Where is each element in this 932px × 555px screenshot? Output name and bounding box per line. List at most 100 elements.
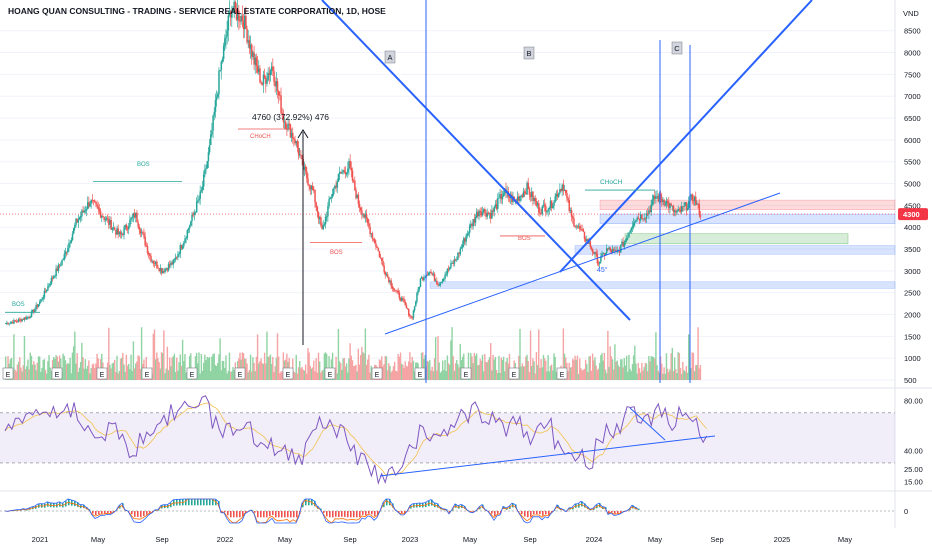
- earnings-marker: E: [560, 372, 565, 379]
- candle-body: [573, 218, 575, 226]
- candle-body: [344, 170, 346, 172]
- candle-body: [538, 203, 540, 212]
- candle-body: [403, 299, 405, 302]
- drawings: [5, 0, 812, 383]
- candle-body: [128, 226, 130, 229]
- macd-histogram-bar: [386, 499, 388, 505]
- candle-body: [68, 243, 70, 248]
- candle-body: [132, 217, 134, 218]
- demand-zone-3: [430, 282, 895, 289]
- candle-body: [440, 282, 442, 285]
- candle-body: [184, 239, 186, 243]
- candle-body: [292, 133, 294, 139]
- candle-body: [89, 203, 91, 206]
- macd-histogram-bar: [71, 500, 73, 506]
- candle-body: [369, 227, 371, 234]
- candle-body: [375, 243, 377, 246]
- price-tick-label: 7500: [904, 70, 921, 79]
- candle-body: [620, 245, 622, 252]
- candle-body: [482, 211, 484, 215]
- candle-body: [468, 233, 470, 234]
- candle-body: [272, 67, 274, 72]
- time-tick-label: 2024: [586, 535, 603, 544]
- candle-body: [50, 284, 52, 285]
- candle-body: [183, 243, 185, 246]
- candle-body: [408, 309, 410, 315]
- candle-body: [147, 246, 149, 253]
- candle-body: [460, 249, 462, 254]
- macd-histogram-bar: [530, 511, 532, 517]
- macd-histogram-bar: [284, 511, 286, 517]
- candle-body: [174, 259, 176, 260]
- bos-label: BOS: [12, 302, 25, 308]
- macd-histogram-bar: [260, 511, 262, 517]
- candle-body: [598, 263, 600, 264]
- candle-body: [72, 234, 74, 240]
- candle-body: [545, 206, 547, 212]
- candle-body: [402, 298, 404, 299]
- candle-body: [393, 288, 395, 289]
- candle-body: [325, 217, 327, 224]
- time-tick-label: 2023: [402, 535, 419, 544]
- candle-body: [549, 208, 551, 210]
- macd-histogram-bar: [347, 511, 349, 517]
- candle-body: [638, 218, 640, 219]
- candle-body: [558, 193, 560, 196]
- uptrend-line: [560, 0, 812, 272]
- candle-body: [683, 206, 685, 207]
- downtrend-line: [322, 0, 630, 320]
- candle-body: [242, 16, 244, 21]
- candle-body: [444, 275, 446, 279]
- rsi-pane: [0, 396, 895, 483]
- candle-body: [629, 231, 631, 233]
- candle-body: [446, 274, 448, 275]
- candle-body: [315, 202, 317, 206]
- candle-body: [372, 233, 374, 238]
- candle-body: [221, 61, 223, 70]
- candle-body: [366, 214, 368, 218]
- macd-pane: [0, 499, 895, 523]
- macd-histogram-bar: [275, 511, 277, 517]
- candle-body: [256, 58, 258, 66]
- candle-body: [212, 116, 214, 131]
- candle-body: [346, 172, 348, 174]
- candle-body: [413, 310, 415, 318]
- candle-body: [633, 223, 635, 226]
- candle-body: [137, 222, 139, 226]
- candle-body: [105, 219, 107, 220]
- macd-histogram-bar: [137, 511, 139, 517]
- macd-histogram-bar: [296, 511, 298, 517]
- candle-body: [475, 217, 477, 222]
- candle-body: [322, 225, 324, 229]
- candle-body: [410, 316, 412, 317]
- candle-body: [69, 243, 71, 244]
- candle-body: [358, 195, 360, 204]
- macd-histogram-bar: [542, 511, 544, 516]
- candle-body: [546, 211, 548, 212]
- macd-histogram-bar: [197, 499, 199, 505]
- bos-label: BOS: [330, 250, 343, 256]
- candle-body: [211, 131, 213, 135]
- candle-body: [341, 172, 343, 173]
- candle-body: [209, 145, 211, 152]
- candle-body: [462, 244, 464, 247]
- candle-body: [187, 230, 189, 238]
- candle-body: [692, 195, 694, 201]
- candle-body: [293, 138, 295, 139]
- price-tick-label: 6000: [904, 136, 921, 145]
- candle-body: [626, 238, 628, 240]
- time-tick-label: 2022: [217, 535, 234, 544]
- candle-body: [219, 70, 221, 71]
- candle-body: [332, 194, 334, 197]
- candle-body: [434, 274, 436, 281]
- bos-label: BOS: [137, 162, 150, 168]
- macd-histogram-bar: [323, 511, 325, 513]
- macd-histogram-bar: [230, 511, 232, 517]
- candle-body: [191, 215, 193, 221]
- candle-body: [39, 302, 41, 304]
- candle-body: [528, 183, 530, 189]
- candle-body: [419, 287, 421, 290]
- price-tick-label: 4000: [904, 223, 921, 232]
- earnings-marker: E: [286, 372, 291, 379]
